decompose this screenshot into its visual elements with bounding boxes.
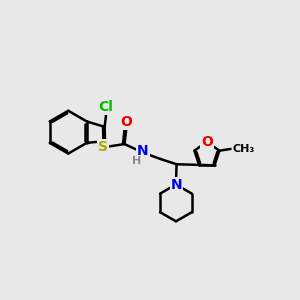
Text: O: O (201, 135, 213, 149)
Text: S: S (98, 140, 108, 154)
Text: H: H (132, 156, 142, 166)
Text: O: O (120, 115, 132, 129)
Text: Cl: Cl (99, 100, 114, 114)
Text: N: N (137, 144, 149, 158)
Text: CH₃: CH₃ (232, 144, 255, 154)
Text: N: N (171, 178, 182, 192)
